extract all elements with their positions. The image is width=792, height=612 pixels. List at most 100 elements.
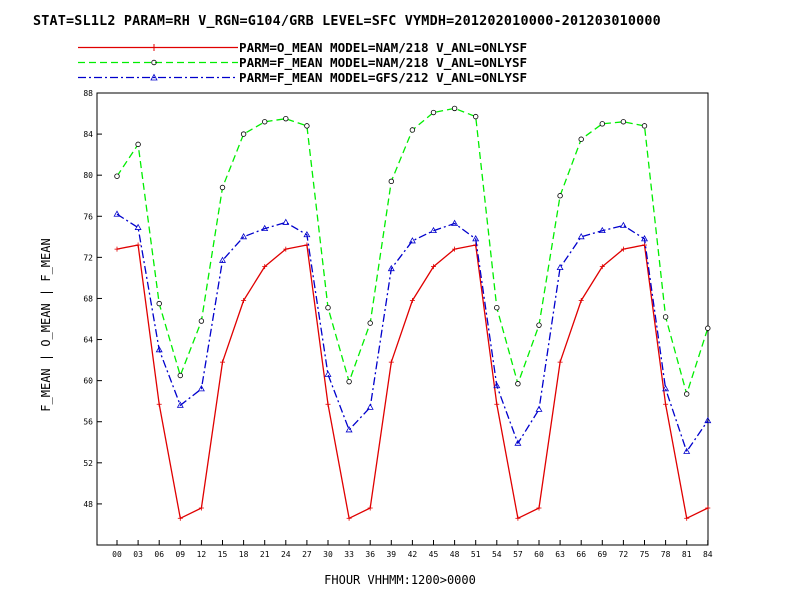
legend-swatch	[78, 59, 238, 66]
data-point	[641, 123, 648, 129]
x-tick-label: 63	[555, 550, 565, 559]
data-point	[113, 210, 121, 217]
data-point	[325, 401, 331, 407]
legend-label: PARM=F_MEAN MODEL=NAM/218 V_ANL=ONLYSF	[239, 55, 528, 70]
y-tick-label: 68	[83, 294, 93, 303]
data-point	[387, 264, 395, 272]
data-point	[219, 256, 226, 263]
legend: PARM=O_MEAN MODEL=NAM/218 V_ANL=ONLYSF P…	[78, 40, 678, 85]
data-point	[452, 246, 458, 252]
data-point	[367, 320, 373, 326]
y-tick-label: 48	[83, 500, 93, 509]
x-tick-label: 27	[302, 550, 312, 559]
data-point	[156, 401, 162, 407]
data-point	[620, 246, 626, 252]
y-tick-label: 76	[83, 212, 93, 221]
y-tick-label: 72	[83, 253, 93, 262]
data-point	[684, 515, 690, 521]
y-axis: 48 52 56 60 64 68 72 76 80 84 88	[83, 89, 102, 509]
data-point	[135, 242, 141, 248]
series-line	[116, 213, 709, 453]
y-axis-title: F_MEAN | O_MEAN | F_MEAN	[39, 238, 53, 411]
chart-title: STAT=SL1L2 PARAM=RH V_RGN=G104/GRB LEVEL…	[33, 14, 661, 29]
data-point	[240, 232, 248, 240]
x-tick-label: 69	[597, 550, 607, 559]
data-point	[198, 318, 205, 324]
x-tick-label: 72	[619, 550, 629, 559]
series-line	[116, 244, 709, 519]
data-point	[283, 246, 289, 252]
x-tick-label: 00	[112, 550, 122, 559]
x-tick-label: 66	[576, 550, 586, 559]
data-point	[599, 121, 605, 127]
x-axis-title: FHOUR VHHMM:1200>0000	[324, 573, 476, 587]
x-tick-label: 42	[408, 550, 418, 559]
data-point	[662, 314, 669, 320]
data-point	[409, 127, 416, 133]
x-tick-label: 78	[661, 550, 671, 559]
data-point	[240, 131, 247, 137]
x-tick-label: 36	[365, 550, 375, 559]
x-tick-label: 12	[197, 550, 207, 559]
data-point	[388, 359, 394, 365]
data-point	[493, 381, 501, 389]
y-tick-label: 56	[83, 418, 93, 427]
data-point	[451, 219, 459, 226]
data-point	[430, 226, 437, 234]
series-0	[114, 242, 711, 521]
data-point	[557, 359, 563, 365]
x-tick-label: 24	[281, 550, 291, 559]
x-tick-label: 39	[386, 550, 396, 559]
data-point	[177, 372, 183, 379]
data-point	[598, 226, 606, 234]
data-point	[345, 426, 353, 433]
data-point	[282, 218, 290, 225]
x-tick-label: 15	[218, 550, 228, 559]
data-point	[346, 378, 352, 385]
data-point	[599, 264, 605, 270]
data-point	[641, 235, 648, 242]
data-point	[578, 136, 584, 142]
legend-swatch	[78, 44, 238, 51]
data-point	[619, 221, 627, 228]
data-point	[114, 173, 120, 179]
data-point	[535, 405, 543, 412]
series-1	[114, 105, 711, 397]
legend-label: PARM=F_MEAN MODEL=GFS/212 V_ANL=ONLYSF	[239, 70, 528, 85]
data-point	[367, 505, 373, 511]
legend-label: PARM=O_MEAN MODEL=NAM/218 V_ANL=ONLYSF	[239, 40, 528, 55]
x-tick-label: 30	[323, 550, 333, 559]
x-tick-label: 60	[534, 550, 544, 559]
x-tick-label: 81	[682, 550, 692, 559]
x-tick-label: 06	[154, 550, 164, 559]
data-point	[704, 416, 712, 424]
plot-frame	[96, 92, 709, 546]
legend-entry: PARM=F_MEAN MODEL=NAM/218 V_ANL=ONLYSF	[78, 55, 678, 70]
data-point	[409, 298, 415, 304]
data-point	[662, 385, 670, 392]
y-tick-label: 80	[83, 171, 93, 180]
data-point	[557, 193, 563, 199]
x-tick-label: 03	[133, 550, 143, 559]
x-axis: 00 03 06 09 12 15 18 21 24 27 30 33 36 39 42 45 48 51 54 57…	[112, 540, 713, 559]
legend-entry: PARM=F_MEAN MODEL=GFS/212 V_ANL=ONLYSF	[78, 70, 678, 85]
data-point	[451, 105, 458, 112]
x-tick-label: 09	[175, 550, 185, 559]
legend-swatch	[78, 73, 238, 81]
data-point	[135, 141, 141, 148]
data-point	[176, 401, 184, 408]
data-point	[155, 345, 163, 353]
data-point	[663, 401, 669, 407]
data-point	[431, 264, 436, 270]
x-tick-label: 18	[239, 550, 249, 559]
data-point	[430, 109, 437, 116]
x-tick-label: 45	[429, 550, 439, 559]
series-2	[113, 210, 712, 454]
plot-border	[96, 92, 709, 546]
data-point	[303, 230, 311, 238]
x-tick-label: 48	[450, 550, 460, 559]
data-point	[472, 235, 480, 242]
data-point	[684, 391, 690, 397]
data-point	[515, 381, 521, 387]
data-point	[578, 298, 584, 304]
